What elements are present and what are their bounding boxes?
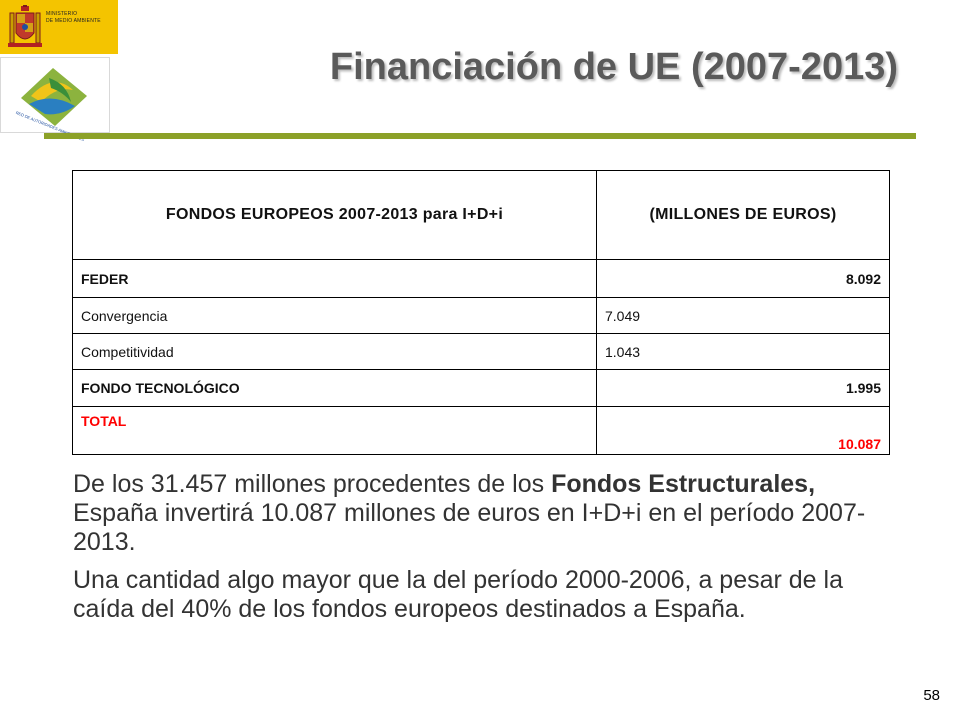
row-label-total: TOTAL	[72, 406, 597, 455]
row-value-total: 10.087	[596, 406, 890, 455]
row-label-competitividad: Competitividad	[72, 333, 597, 370]
funds-table: FONDOS EUROPEOS 2007-2013 para I+D+i (MI…	[72, 170, 890, 455]
ministry-name: MINISTERIO DE MEDIO AMBIENTE	[46, 11, 101, 24]
body-text: De los 31.457 millones procedentes de lo…	[73, 470, 903, 633]
row-label-fondo-tecnologico: FONDO TECNOLÓGICO	[72, 369, 597, 407]
environmental-network-logo: RED DE AUTORIDADES AMBIENTALES	[0, 57, 110, 142]
paragraph-investment: De los 31.457 millones procedentes de lo…	[73, 470, 866, 556]
slide-title: Financiación de UE (2007-2013)	[329, 46, 898, 88]
table-header-funds: FONDOS EUROPEOS 2007-2013 para I+D+i	[72, 170, 597, 260]
paragraph-comparison: Una cantidad algo mayor que la del perío…	[73, 566, 843, 623]
row-value-fondo-tecnologico: 1.995	[596, 369, 890, 407]
ministry-logo: MINISTERIO DE MEDIO AMBIENTE	[0, 0, 118, 54]
table-header-row: FONDOS EUROPEOS 2007-2013 para I+D+i (MI…	[72, 170, 890, 260]
table-header-amount: (MILLONES DE EUROS)	[596, 170, 890, 260]
row-label-feder: FEDER	[72, 259, 597, 298]
row-value-feder: 8.092	[596, 259, 890, 298]
bold-term: Fondos Estructurales,	[551, 470, 816, 498]
coat-of-arms-icon	[8, 5, 42, 47]
network-emblem-icon	[21, 68, 87, 126]
table-row: FEDER 8.092	[72, 259, 890, 298]
title-underline	[44, 133, 916, 139]
row-value-convergencia: 7.049	[596, 297, 890, 334]
table-row: Convergencia 7.049	[72, 297, 890, 334]
table-row: FONDO TECNOLÓGICO 1.995	[72, 369, 890, 407]
page-number: 58	[923, 687, 940, 704]
row-value-competitividad: 1.043	[596, 333, 890, 370]
table-row: Competitividad 1.043	[72, 333, 890, 370]
table-row-total: TOTAL 10.087	[72, 406, 890, 455]
row-label-convergencia: Convergencia	[72, 297, 597, 334]
